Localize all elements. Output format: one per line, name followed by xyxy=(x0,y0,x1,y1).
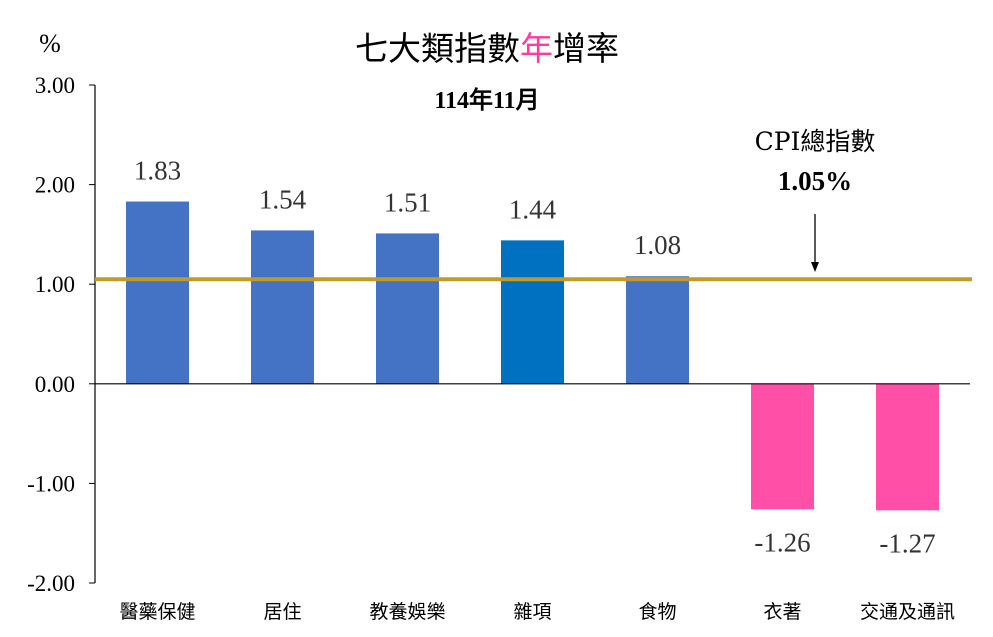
value-labels: 1.83 1.54 1.51 1.44 1.08 -1.26 -1.27 xyxy=(134,156,936,559)
bar xyxy=(876,383,939,511)
category-label: 居住 xyxy=(263,601,301,623)
bar-value-label: 1.51 xyxy=(384,187,431,217)
category-labels: 醫藥保健 居住 教養娛樂 雜項 食物 衣著 交通及通訊 xyxy=(119,601,955,623)
chart-title-highlight: 年 xyxy=(520,29,553,68)
category-label: 教養娛樂 xyxy=(369,601,445,623)
bar-value-label: 1.54 xyxy=(259,184,307,214)
chart-title: 七大類指數年增率 xyxy=(355,29,619,68)
y-axis-unit: % xyxy=(39,29,61,58)
category-label: 食物 xyxy=(638,601,676,623)
cpi-annotation-value: 1.05% xyxy=(778,166,852,196)
bar-value-label: -1.27 xyxy=(879,528,935,558)
y-tick-label: 2.00 xyxy=(35,173,75,198)
y-axis-ticks: 3.00 2.00 1.00 0.00 -1.00 -2.00 xyxy=(27,73,95,596)
bar xyxy=(626,276,689,384)
chart-title-part-1: 七大類指數 xyxy=(355,29,520,68)
y-tick-label: -2.00 xyxy=(27,571,75,596)
y-tick-label: 1.00 xyxy=(35,272,75,297)
bar xyxy=(751,383,814,510)
cpi-annotation-arrowhead xyxy=(811,262,819,272)
bar-value-label: -1.26 xyxy=(754,527,810,557)
bar-value-label: 1.08 xyxy=(634,230,681,260)
y-tick-label: 3.00 xyxy=(35,73,75,98)
bar xyxy=(501,240,564,384)
y-tick-label: 0.00 xyxy=(35,372,75,397)
chart-subtitle: 114年11月 xyxy=(434,86,539,114)
bar xyxy=(126,201,189,384)
bar xyxy=(251,230,314,384)
category-label: 醫藥保健 xyxy=(119,601,195,623)
chart-title-part-3: 增率 xyxy=(553,29,619,68)
category-label: 交通及通訊 xyxy=(860,601,955,623)
bar xyxy=(376,233,439,384)
category-label: 衣著 xyxy=(763,601,801,623)
cpi-annotation-label: CPI總指數 xyxy=(755,127,876,156)
bar-value-label: 1.83 xyxy=(134,156,181,186)
axes xyxy=(94,85,970,583)
y-tick-label: -1.00 xyxy=(27,471,75,496)
category-label: 雜項 xyxy=(513,601,551,623)
bar-value-label: 1.44 xyxy=(509,194,557,224)
bars xyxy=(126,201,939,511)
